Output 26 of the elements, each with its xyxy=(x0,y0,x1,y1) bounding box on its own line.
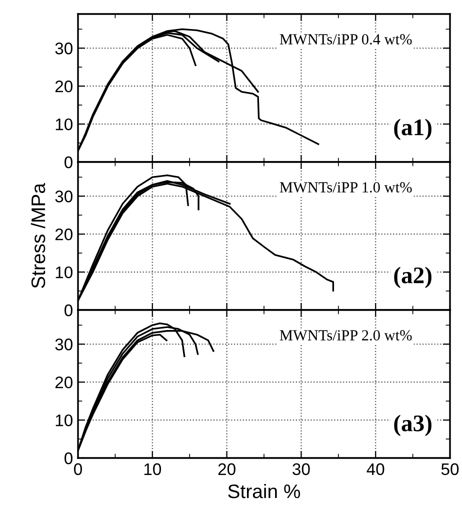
y-tick-label: 30 xyxy=(55,42,72,54)
x-tick-label: 30 xyxy=(292,463,310,476)
y-tick-label: 20 xyxy=(55,80,72,92)
y-axis-title: Stress /MPa xyxy=(30,183,46,288)
x-tick-label: 10 xyxy=(144,463,162,476)
y-tick-label: 20 xyxy=(55,228,72,240)
y-tick-label: 20 xyxy=(55,376,72,388)
annotation: (a2) xyxy=(394,266,432,288)
y-tick-label: 0 xyxy=(64,304,72,316)
annotation: MWNTs/iPP 1.0 wt% xyxy=(280,182,412,193)
y-tick-label: 0 xyxy=(64,156,72,168)
x-tick-label: 20 xyxy=(218,463,236,476)
x-tick-label: 50 xyxy=(441,463,459,476)
x-axis-title: Strain % xyxy=(228,484,300,498)
x-tick-label: 40 xyxy=(366,463,384,476)
y-tick-label: 0 xyxy=(64,452,72,464)
y-tick-label: 30 xyxy=(55,338,72,350)
annotation: MWNTs/iPP 0.4 wt% xyxy=(280,34,412,45)
annotation: (a1) xyxy=(394,118,432,140)
x-tick-label: 0 xyxy=(74,463,82,476)
y-tick-label: 10 xyxy=(56,266,72,278)
annotation: (a3) xyxy=(394,414,432,436)
y-tick-label: 30 xyxy=(55,190,72,202)
y-tick-label: 10 xyxy=(56,414,72,426)
annotation: MWNTs/iPP 2.0 wt% xyxy=(280,330,412,341)
y-tick-label: 10 xyxy=(56,118,72,130)
